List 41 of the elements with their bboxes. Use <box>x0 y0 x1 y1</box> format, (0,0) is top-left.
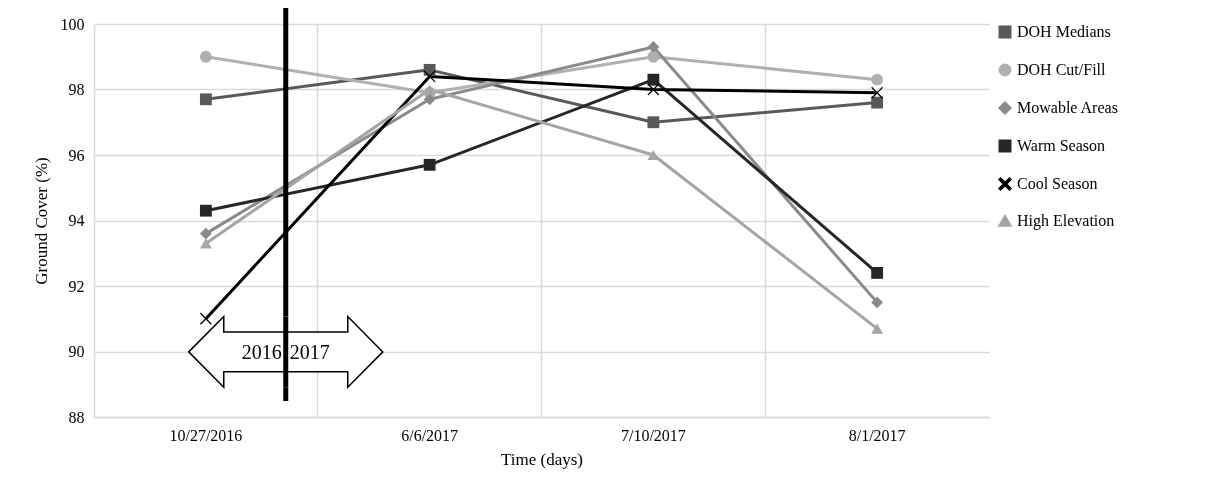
annotation: 2016 <box>241 340 282 363</box>
y-tick-label: 90 <box>68 343 85 360</box>
y-tick-label: 100 <box>60 15 85 33</box>
point <box>871 86 884 99</box>
point <box>199 312 212 325</box>
point <box>647 116 660 129</box>
legend-label: Mowable Areas <box>1017 99 1118 116</box>
x-tick-label: 8/1/2017 <box>848 426 906 444</box>
x-tick-label: 6/6/2017 <box>401 426 459 444</box>
point <box>423 158 436 171</box>
point <box>647 73 660 86</box>
point <box>647 50 660 63</box>
point <box>871 73 884 86</box>
point <box>199 93 212 106</box>
x-axis-title: Time (days) <box>500 449 584 469</box>
point <box>423 84 436 95</box>
y-axis-title: Ground Cover (%) <box>31 157 51 285</box>
point <box>199 227 212 240</box>
y-tick-label: 92 <box>68 277 85 295</box>
y-tick-label: 98 <box>68 81 85 98</box>
y-tick-label: 96 <box>68 146 85 164</box>
point <box>871 266 884 279</box>
legend-label: DOH Medians <box>1017 23 1111 40</box>
legend-label: Cool Season <box>1017 175 1098 192</box>
point <box>871 96 884 109</box>
legend-label: Warm Season <box>1017 137 1106 154</box>
y-tick-label: 94 <box>68 212 85 229</box>
point <box>871 296 884 309</box>
x-tick-label: 7/10/2017 <box>620 426 686 444</box>
x-tick-label: 10/27/2016 <box>169 426 243 444</box>
point <box>199 204 212 217</box>
legend-label: DOH Cut/Fill <box>1017 61 1107 78</box>
point <box>199 50 212 63</box>
y-tick-label: 88 <box>68 408 85 426</box>
point <box>199 238 212 249</box>
point <box>647 83 660 96</box>
annotation: 2017 <box>289 340 330 363</box>
point <box>423 93 436 106</box>
legend-label: High Elevation <box>1017 212 1115 230</box>
point <box>871 323 884 334</box>
point <box>647 41 660 53</box>
